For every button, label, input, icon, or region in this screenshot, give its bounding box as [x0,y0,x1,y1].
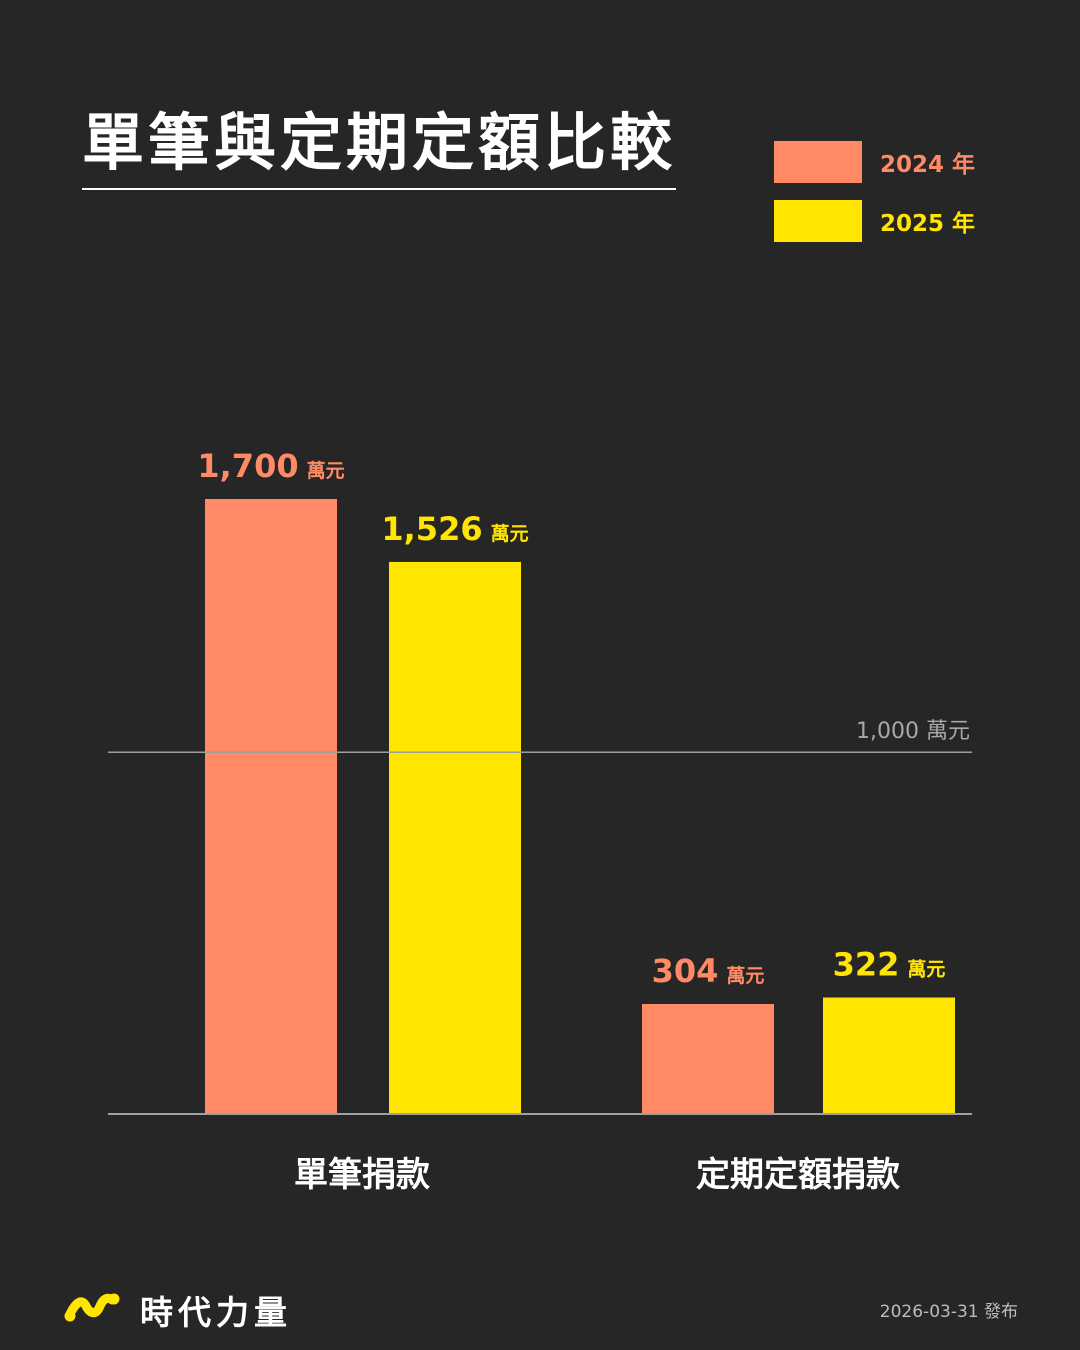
value-number: 1,700 [197,447,298,485]
value-unit: 萬元 [307,460,345,482]
brand-name: 時代力量 [140,1293,292,1332]
value-label-0-0: 1,700 萬元 [197,447,344,485]
category-label-1: 定期定額捐款 [696,1155,900,1195]
legend-swatch-2024 [774,141,862,183]
bar-1-0 [642,1004,774,1114]
title-underline [82,188,676,190]
bar-0-1 [389,561,521,1114]
legend-label-2025: 2025 年 [880,211,976,237]
value-unit: 萬元 [907,959,945,981]
party-logo-icon [62,1290,122,1328]
value-unit: 萬元 [491,523,529,545]
value-number: 304 [652,952,719,990]
bar-1-1 [823,997,955,1114]
value-label-0-1: 1,526 萬元 [381,510,528,548]
legend-swatch-2025 [774,200,862,242]
value-number: 322 [833,946,900,984]
value-unit: 萬元 [726,965,764,987]
value-label-1-0: 304 萬元 [652,952,765,990]
publish-date: 2026-03-31 發布 [879,1302,1018,1322]
chart-title: 單筆與定期定額比較 [82,106,677,179]
value-number: 1,526 [381,510,482,548]
category-label-0: 單筆捐款 [294,1155,430,1195]
value-label-1-1: 322 萬元 [833,946,946,984]
reference-line-label: 1,000 萬元 [856,719,970,744]
bar-0-0 [205,499,337,1114]
legend-label-2024: 2024 年 [880,152,976,178]
